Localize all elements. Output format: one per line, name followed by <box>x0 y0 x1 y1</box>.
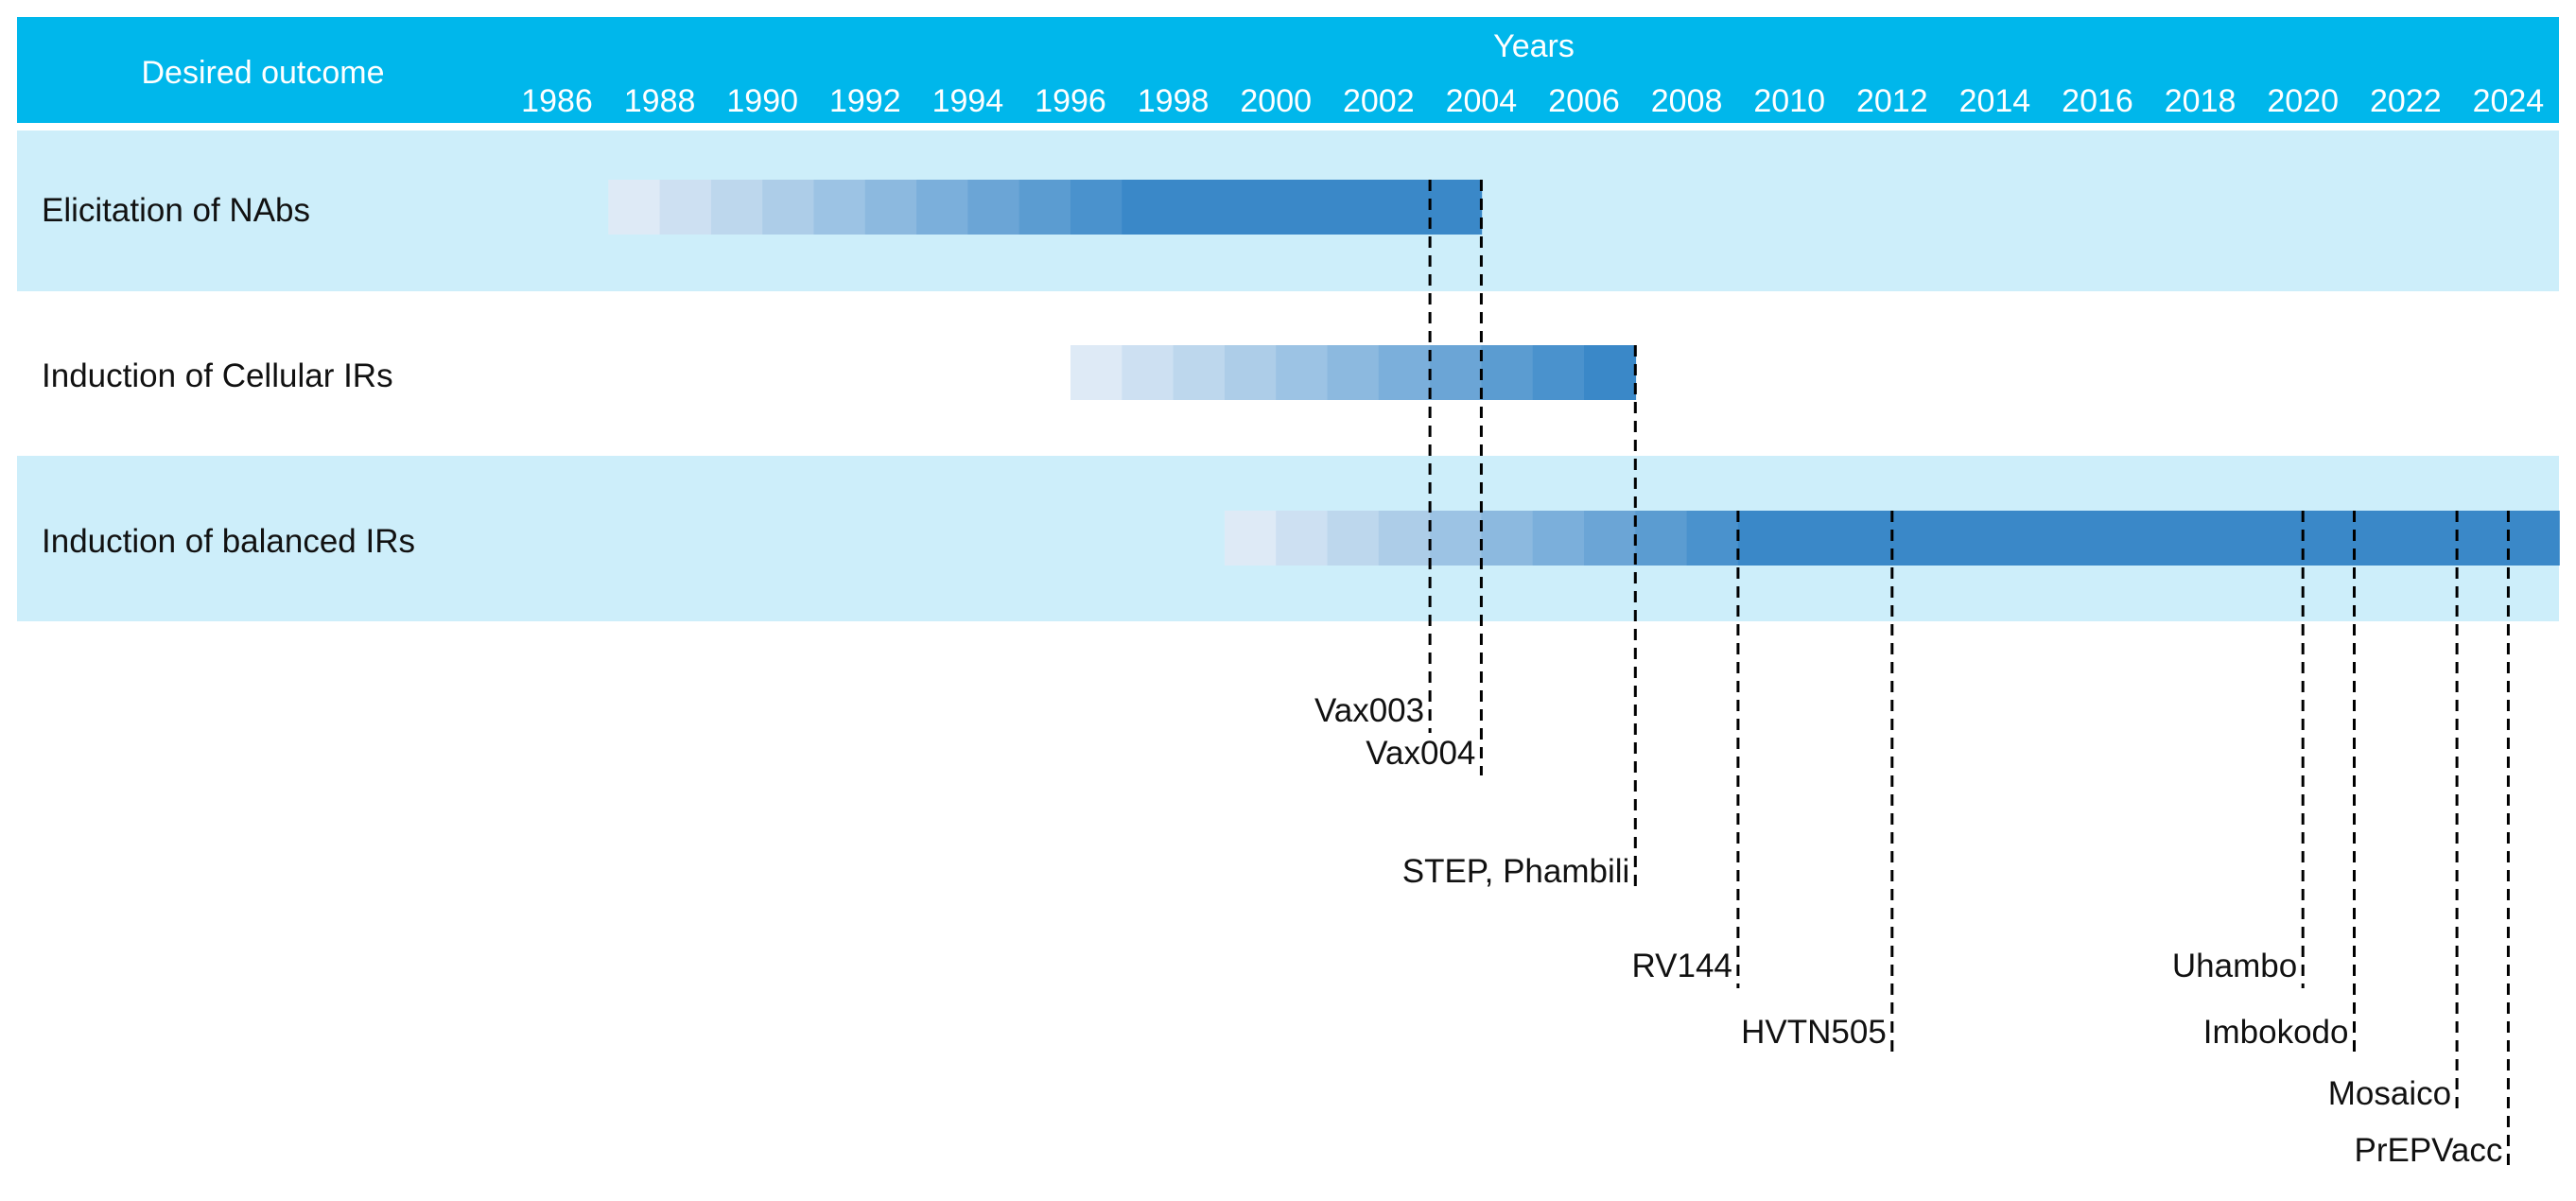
bar-segment <box>1378 180 1431 235</box>
year-tick-label: 1996 <box>1035 83 1106 119</box>
row-label-balanced: Induction of balanced IRs <box>42 523 415 560</box>
year-tick-label: 1998 <box>1138 83 1210 119</box>
bar-segment <box>2354 511 2407 566</box>
bar-segment <box>1070 345 1123 400</box>
year-tick-label: 2000 <box>1240 83 1312 119</box>
trial-label: PrEPVacc <box>2354 1132 2502 1169</box>
bar-segment <box>916 180 969 235</box>
bar-segment <box>1686 511 1739 566</box>
year-tick-label: 2014 <box>1959 83 2031 119</box>
bar-segment <box>762 180 815 235</box>
bar-segment <box>1584 511 1637 566</box>
outcome-bars <box>608 180 2560 566</box>
bar-segment <box>1635 511 1688 566</box>
bar-segment <box>1481 345 1534 400</box>
outcome-bar <box>1070 345 1637 400</box>
bar-segment <box>1070 180 1123 235</box>
trial-guide-lines <box>1428 180 2510 1173</box>
bar-segment <box>1276 511 1329 566</box>
bar-segment <box>2405 511 2458 566</box>
bar-segment <box>1378 345 1431 400</box>
year-tick-label: 2006 <box>1548 83 1620 119</box>
trial-label: HVTN505 <box>1741 1014 1887 1051</box>
bar-segment <box>710 180 763 235</box>
bar-segment <box>813 180 866 235</box>
row-bands <box>17 131 2559 621</box>
trial-label: RV144 <box>1632 948 1732 984</box>
trial-label: Uhambo <box>2172 948 2297 984</box>
trial-label: Vax003 <box>1314 692 1424 729</box>
year-tick-label: 1988 <box>624 83 696 119</box>
bar-segment <box>1789 511 1842 566</box>
bar-segment <box>1430 511 1483 566</box>
bar-segment <box>2457 511 2510 566</box>
year-tick-label: 2004 <box>1446 83 1518 119</box>
bar-segment <box>2508 511 2560 566</box>
bar-segment <box>864 180 917 235</box>
bar-segment <box>1481 511 1534 566</box>
years-header: Years <box>1493 28 1575 64</box>
year-tick-label: 2022 <box>2370 83 2442 119</box>
year-tick-label: 2002 <box>1343 83 1415 119</box>
year-tick-label: 1992 <box>829 83 901 119</box>
year-tick-label: 2012 <box>1856 83 1928 119</box>
bar-segment <box>1224 345 1277 400</box>
trial-label: STEP, Phambili <box>1402 853 1630 890</box>
bar-segment <box>1378 511 1431 566</box>
bar-segment <box>1018 180 1071 235</box>
bar-segment <box>1584 345 1637 400</box>
year-tick-label: 2010 <box>1753 83 1825 119</box>
trial-label: Imbokodo <box>2203 1014 2349 1051</box>
header-band <box>17 17 2559 123</box>
bar-segment <box>2097 511 2150 566</box>
year-tick-label: 2020 <box>2267 83 2339 119</box>
bar-segment <box>1122 345 1175 400</box>
bar-segment <box>1276 180 1329 235</box>
bar-segment <box>1994 511 2047 566</box>
bar-segment <box>2045 511 2098 566</box>
bar-segment <box>1532 511 1585 566</box>
bar-segment <box>1840 511 1893 566</box>
row-label-cellular: Induction of Cellular IRs <box>42 357 393 394</box>
trial-label: Vax004 <box>1366 735 1475 772</box>
bar-segment <box>659 180 712 235</box>
bar-segment <box>1943 511 1996 566</box>
bar-segment <box>2149 511 2202 566</box>
row-label-nabs: Elicitation of NAbs <box>42 192 310 229</box>
bar-segment <box>1173 180 1226 235</box>
bar-segment <box>1327 345 1380 400</box>
bar-segment <box>1532 345 1585 400</box>
bar-segment <box>1173 345 1226 400</box>
bar-segment <box>2200 511 2253 566</box>
bar-segment <box>2303 511 2356 566</box>
bar-segment <box>967 180 1020 235</box>
bar-segment <box>1430 345 1483 400</box>
bar-segment <box>1430 180 1483 235</box>
bar-segment <box>1276 345 1329 400</box>
year-tick-label: 2018 <box>2165 83 2237 119</box>
bar-segment <box>1891 511 1944 566</box>
trial-label: Mosaico <box>2328 1075 2451 1112</box>
outcome-bar <box>1224 511 2560 566</box>
year-tick-label: 2008 <box>1651 83 1723 119</box>
bar-segment <box>2251 511 2304 566</box>
bar-segment <box>1737 511 1790 566</box>
outcome-bar <box>608 180 1483 235</box>
desired-outcome-header: Desired outcome <box>141 55 384 91</box>
year-tick-label: 1990 <box>726 83 798 119</box>
bar-segment <box>1327 511 1380 566</box>
bar-segment <box>1122 180 1175 235</box>
bar-segment <box>1327 180 1380 235</box>
year-tick-labels: 1986 1988 1990 1992 1994 1996 1998 2000 2002 2004… <box>521 83 2544 119</box>
year-tick-label: 1986 <box>521 83 593 119</box>
bar-segment <box>1224 511 1277 566</box>
year-tick-label: 2016 <box>2062 83 2133 119</box>
year-tick-label: 1994 <box>932 83 1004 119</box>
year-tick-label: 2024 <box>2473 83 2545 119</box>
bar-segment <box>1224 180 1277 235</box>
bar-segment <box>608 180 661 235</box>
